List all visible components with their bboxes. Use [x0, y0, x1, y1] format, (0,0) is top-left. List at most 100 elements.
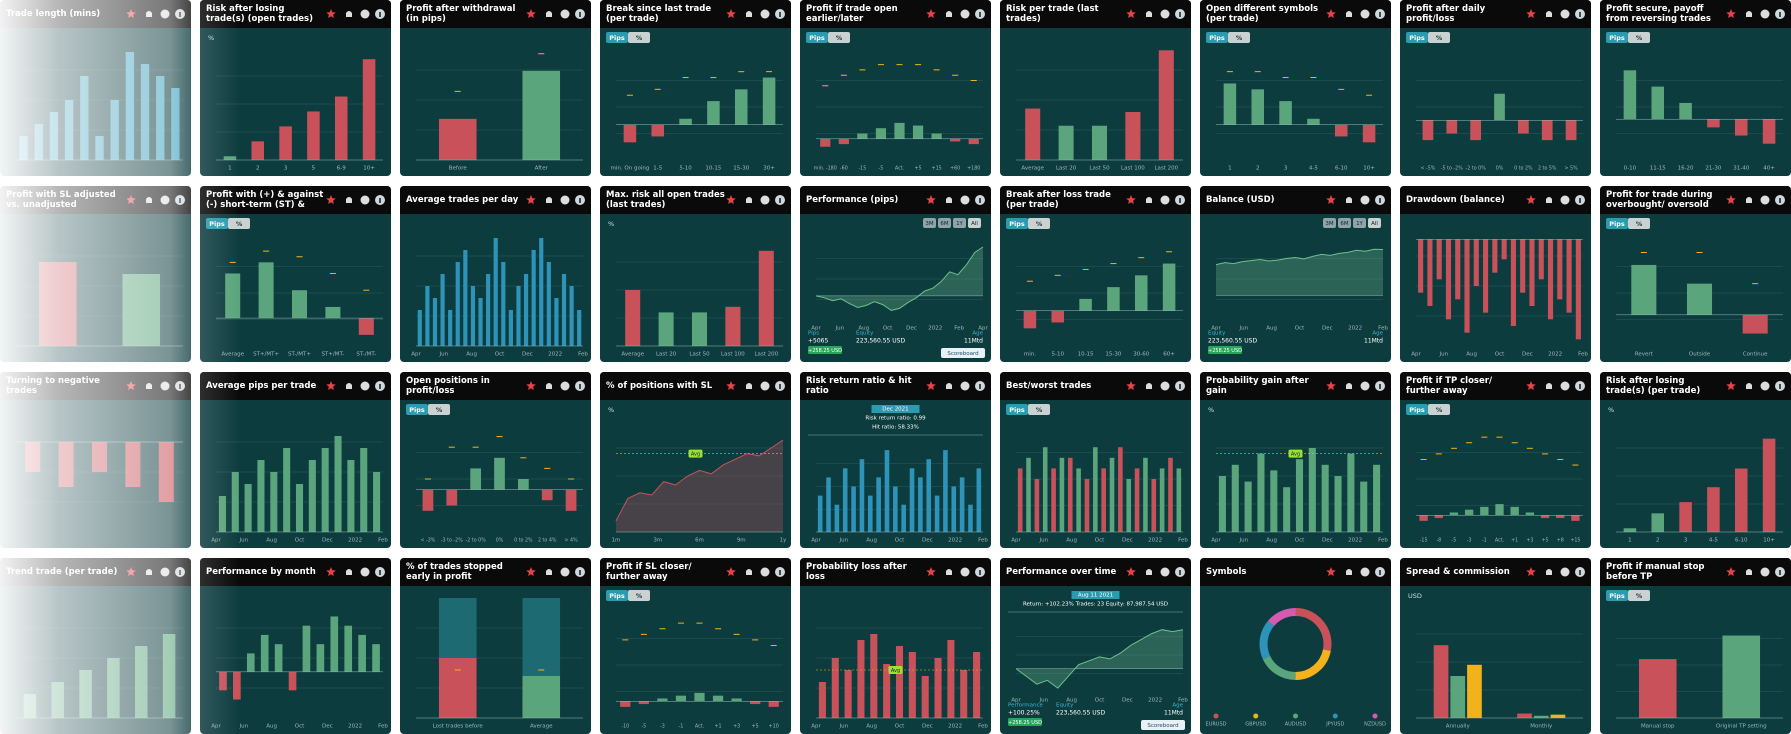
- toggle-label[interactable]: Pips: [1409, 406, 1425, 414]
- favorite-icon[interactable]: [1126, 381, 1136, 390]
- alert-icon[interactable]: [1746, 11, 1752, 17]
- feedback-icon[interactable]: [960, 381, 970, 391]
- toggle-label[interactable]: %: [1236, 34, 1243, 42]
- toggle-button[interactable]: [1628, 32, 1650, 43]
- alert-icon[interactable]: [1146, 197, 1152, 203]
- toggle-label[interactable]: %: [636, 34, 643, 42]
- alert-icon[interactable]: [146, 11, 152, 17]
- favorite-icon[interactable]: [1326, 567, 1336, 576]
- alert-icon[interactable]: [746, 569, 752, 575]
- favorite-icon[interactable]: [326, 567, 336, 576]
- feedback-icon[interactable]: [1760, 195, 1770, 205]
- scoreboard-label[interactable]: Scoreboard: [1147, 723, 1178, 729]
- favorite-icon[interactable]: [926, 195, 936, 204]
- favorite-icon[interactable]: [1526, 9, 1536, 18]
- feedback-icon[interactable]: [1560, 195, 1570, 205]
- toggle-label[interactable]: Pips: [1609, 34, 1625, 42]
- alert-icon[interactable]: [1546, 569, 1552, 575]
- scoreboard-label[interactable]: Scoreboard: [947, 351, 978, 357]
- alert-icon[interactable]: [1746, 383, 1752, 389]
- feedback-icon[interactable]: [1160, 381, 1170, 391]
- toggle-button[interactable]: [828, 32, 850, 43]
- favorite-icon[interactable]: [326, 195, 336, 204]
- toggle-label[interactable]: Pips: [1609, 220, 1625, 228]
- toggle-button[interactable]: [428, 404, 450, 415]
- alert-icon[interactable]: [346, 11, 352, 17]
- toggle-label[interactable]: %: [1636, 34, 1643, 42]
- alert-icon[interactable]: [1546, 197, 1552, 203]
- toggle-button[interactable]: [1606, 590, 1628, 601]
- toggle-button[interactable]: [1206, 32, 1228, 43]
- alert-icon[interactable]: [546, 197, 552, 203]
- toggle-label[interactable]: Pips: [1009, 220, 1025, 228]
- toggle-label[interactable]: %: [636, 592, 643, 600]
- favorite-icon[interactable]: [1526, 381, 1536, 390]
- feedback-icon[interactable]: [560, 567, 570, 577]
- alert-icon[interactable]: [946, 383, 952, 389]
- feedback-icon[interactable]: [960, 195, 970, 205]
- alert-icon[interactable]: [1746, 197, 1752, 203]
- favorite-icon[interactable]: [126, 381, 136, 390]
- toggle-button[interactable]: [1606, 32, 1628, 43]
- toggle-label[interactable]: %: [436, 406, 443, 414]
- range-button[interactable]: [1338, 218, 1351, 228]
- favorite-icon[interactable]: [1126, 9, 1136, 18]
- toggle-label[interactable]: Pips: [609, 34, 625, 42]
- favorite-icon[interactable]: [726, 381, 736, 390]
- toggle-button[interactable]: [1628, 218, 1650, 229]
- alert-icon[interactable]: [346, 197, 352, 203]
- feedback-icon[interactable]: [1760, 381, 1770, 391]
- feedback-icon[interactable]: [560, 381, 570, 391]
- feedback-icon[interactable]: [760, 9, 770, 19]
- scoreboard-button[interactable]: [941, 348, 985, 358]
- toggle-button[interactable]: [606, 32, 628, 43]
- range-button[interactable]: [1353, 218, 1366, 228]
- favorite-icon[interactable]: [1726, 9, 1736, 18]
- feedback-icon[interactable]: [1160, 567, 1170, 577]
- alert-icon[interactable]: [1546, 383, 1552, 389]
- range-label[interactable]: 6M: [940, 221, 948, 227]
- favorite-icon[interactable]: [126, 9, 136, 18]
- range-label[interactable]: 3M: [1325, 221, 1333, 227]
- favorite-icon[interactable]: [726, 567, 736, 576]
- alert-icon[interactable]: [1146, 383, 1152, 389]
- alert-icon[interactable]: [1146, 569, 1152, 575]
- feedback-icon[interactable]: [1560, 381, 1570, 391]
- alert-icon[interactable]: [546, 11, 552, 17]
- feedback-icon[interactable]: [360, 567, 370, 577]
- alert-icon[interactable]: [946, 197, 952, 203]
- toggle-label[interactable]: %: [236, 220, 243, 228]
- favorite-icon[interactable]: [326, 381, 336, 390]
- range-label[interactable]: All: [1371, 221, 1378, 227]
- favorite-icon[interactable]: [126, 567, 136, 576]
- range-label[interactable]: 3M: [925, 221, 933, 227]
- favorite-icon[interactable]: [726, 195, 736, 204]
- toggle-label[interactable]: %: [1636, 592, 1643, 600]
- feedback-icon[interactable]: [1560, 9, 1570, 19]
- toggle-label[interactable]: %: [1036, 220, 1043, 228]
- range-button[interactable]: [968, 218, 981, 228]
- alert-icon[interactable]: [146, 383, 152, 389]
- toggle-label[interactable]: Pips: [409, 406, 425, 414]
- range-button[interactable]: [923, 218, 936, 228]
- favorite-icon[interactable]: [1726, 567, 1736, 576]
- toggle-button[interactable]: [1606, 218, 1628, 229]
- feedback-icon[interactable]: [760, 567, 770, 577]
- feedback-icon[interactable]: [160, 381, 170, 391]
- alert-icon[interactable]: [746, 383, 752, 389]
- toggle-button[interactable]: [1406, 404, 1428, 415]
- favorite-icon[interactable]: [1326, 381, 1336, 390]
- feedback-icon[interactable]: [560, 195, 570, 205]
- feedback-icon[interactable]: [1160, 195, 1170, 205]
- feedback-icon[interactable]: [1360, 195, 1370, 205]
- toggle-label[interactable]: Pips: [1409, 34, 1425, 42]
- toggle-button[interactable]: [1028, 404, 1050, 415]
- toggle-label[interactable]: Pips: [1209, 34, 1225, 42]
- toggle-label[interactable]: %: [1436, 34, 1443, 42]
- alert-icon[interactable]: [346, 569, 352, 575]
- feedback-icon[interactable]: [160, 567, 170, 577]
- feedback-icon[interactable]: [360, 9, 370, 19]
- feedback-icon[interactable]: [1560, 567, 1570, 577]
- scoreboard-button[interactable]: [1141, 720, 1185, 730]
- feedback-icon[interactable]: [360, 195, 370, 205]
